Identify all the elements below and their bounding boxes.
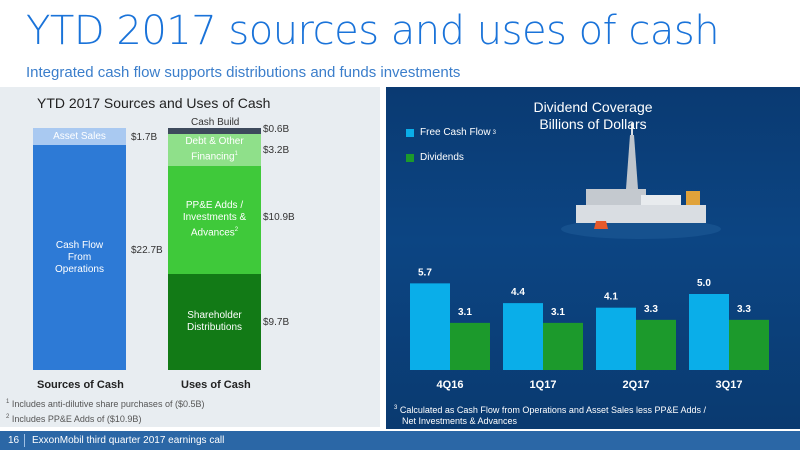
debt-financing-label: Debt & Other Financing (185, 136, 244, 163)
ppe-investments-label: PP&E Adds / Investments & Advances (182, 200, 247, 239)
footnote-2-text: Includes PP&E Adds of ($10.9B) (11, 414, 142, 424)
shareholder-distributions-value: $9.7B (263, 317, 290, 328)
footnote-3-line2: Net Investments & Advances (402, 416, 518, 426)
cash-build-value: $0.6B (263, 124, 290, 135)
cash-flow-operations-value: $22.7B (131, 245, 163, 256)
x-tick-label-4q16: 4Q16 (437, 379, 464, 391)
legend-label-dividends: Dividends (420, 152, 464, 163)
legend-item-dividends: Dividends (406, 152, 496, 163)
page-title: YTD 2017 sources and uses of cash (26, 8, 720, 54)
bar-free-cash-flow-3q17 (689, 294, 729, 370)
bar-segment-debt-financing: Debt & Other Financing1 (168, 134, 261, 166)
footnote-1-text: Includes anti-dilutive share purchases o… (11, 399, 205, 409)
x-tick-label-2q17: 2Q17 (623, 379, 650, 391)
sources-uses-chart-title: YTD 2017 Sources and Uses of Cash (37, 95, 271, 111)
footnote-1-number: 1 (6, 399, 10, 405)
footnote-3-number: 3 (394, 405, 398, 411)
dividend-coverage-title: Dividend Coverage (533, 99, 653, 115)
bar-free-cash-flow-2q17 (596, 307, 636, 370)
debt-financing-value: $3.2B (263, 145, 290, 156)
cash-flow-operations-label: Cash Flow From Operations (55, 239, 104, 275)
bar-free-cash-flow-4q16 (410, 283, 450, 370)
footnote-3: 3 Calculated as Cash Flow from Operation… (394, 403, 706, 427)
ppe-investments-value: $10.9B (263, 212, 295, 223)
bar-dividends-3q17 (729, 319, 769, 370)
legend-swatch-free-cash-flow (406, 128, 414, 137)
page-subtitle: Integrated cash flow supports distributi… (26, 64, 461, 81)
bar-segment-asset-sales: Asset Sales (33, 128, 126, 145)
footnote-1: 1 Includes anti-dilutive share purchases… (6, 399, 204, 409)
asset-sales-label: Asset Sales (53, 130, 106, 142)
x-tick-label-1q17: 1Q17 (530, 379, 557, 391)
legend-item-free-cash-flow: Free Cash Flow 3 (406, 127, 496, 138)
debt-financing-footnote-ref: 1 (234, 151, 238, 158)
bar-segment-shareholder-distributions: Shareholder Distributions (168, 274, 261, 370)
bar-dividends-1q17 (543, 322, 583, 370)
legend-swatch-dividends (406, 153, 414, 162)
x-tick-label-3q17: 3Q17 (716, 379, 743, 391)
legend-label-free-cash-flow: Free Cash Flow (420, 127, 491, 138)
data-label-dividends-2q17: 3.3 (644, 304, 658, 315)
data-label-free-cash-flow-2q17: 4.1 (604, 292, 618, 303)
bar-free-cash-flow-1q17 (503, 303, 543, 370)
page-number: 16 (8, 435, 20, 446)
dividend-coverage-panel: Dividend Coverage Billions of Dollars Fr… (386, 87, 800, 429)
dividend-coverage-subtitle: Billions of Dollars (539, 116, 647, 132)
dividend-coverage-chart: 5.7 3.1 4Q16 4.4 3.1 1Q17 4.1 3.3 2Q17 5.0 3.3 3Q17 (410, 267, 769, 391)
data-label-free-cash-flow-1q17: 4.4 (511, 287, 525, 298)
cash-build-label: Cash Build (191, 117, 240, 128)
shareholder-distributions-label: Shareholder Distributions (186, 310, 243, 333)
asset-sales-value: $1.7B (131, 132, 158, 143)
bar-dividends-4q16 (450, 322, 490, 370)
footnote-2: 2 Includes PP&E Adds of ($10.9B) (6, 414, 141, 424)
bar-segment-cash-flow-operations: Cash Flow From Operations (33, 145, 126, 370)
data-label-dividends-1q17: 3.1 (551, 307, 565, 318)
uses-axis-label: Uses of Cash (181, 379, 251, 391)
legend-footnote-ref: 3 (492, 129, 496, 136)
ppe-investments-footnote-ref: 2 (234, 227, 239, 234)
footnote-2-number: 2 (6, 414, 10, 420)
data-label-free-cash-flow-4q16: 5.7 (418, 267, 432, 278)
data-label-dividends-4q16: 3.1 (458, 307, 472, 318)
drillship-image (561, 123, 721, 239)
footnote-3-line1: Calculated as Cash Flow from Operations … (399, 405, 707, 415)
chart-legend: Free Cash Flow 3 Dividends (406, 127, 496, 177)
sources-axis-label: Sources of Cash (37, 379, 124, 391)
bar-dividends-2q17 (636, 319, 676, 370)
bar-segment-cash-build (168, 128, 261, 134)
footer-bar: 16 ExxonMobil third quarter 2017 earning… (0, 431, 800, 450)
sources-uses-panel: YTD 2017 Sources and Uses of Cash Asset … (0, 87, 380, 427)
footer-divider (24, 434, 25, 447)
footer-title: ExxonMobil third quarter 2017 earnings c… (32, 435, 225, 446)
data-label-dividends-3q17: 3.3 (737, 304, 751, 315)
bar-segment-ppe-investments: PP&E Adds / Investments & Advances2 (168, 166, 261, 274)
data-label-free-cash-flow-3q17: 5.0 (697, 278, 711, 289)
